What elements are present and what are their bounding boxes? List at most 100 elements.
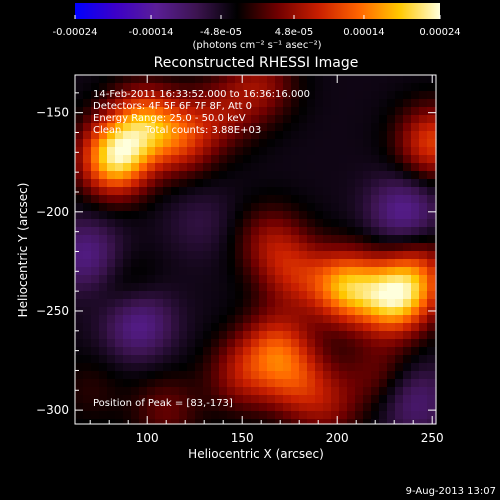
heatmap-cell xyxy=(147,331,156,340)
heatmap-cell xyxy=(171,355,180,364)
heatmap-cell xyxy=(283,411,292,420)
heatmap-cell xyxy=(387,307,396,316)
heatmap-cell xyxy=(283,299,292,308)
heatmap-cell xyxy=(339,259,348,268)
heatmap-cell xyxy=(379,75,388,84)
heatmap-cell xyxy=(291,355,300,364)
heatmap-cell xyxy=(179,291,188,300)
heatmap-cell xyxy=(427,419,436,425)
heatmap-cell xyxy=(331,131,340,140)
heatmap-cell xyxy=(115,339,124,348)
heatmap-cell xyxy=(155,323,164,332)
heatmap-cell xyxy=(403,387,412,396)
heatmap-cell xyxy=(131,315,140,324)
heatmap-cell xyxy=(123,419,132,425)
heatmap-cell xyxy=(203,195,212,204)
heatmap-cell xyxy=(259,267,268,276)
heatmap-cell xyxy=(163,123,172,132)
heatmap-cell xyxy=(115,267,124,276)
heatmap-cell xyxy=(347,299,356,308)
heatmap-cell xyxy=(419,163,428,172)
heatmap-cell xyxy=(107,123,116,132)
heatmap-cell xyxy=(307,259,316,268)
heatmap-cell xyxy=(363,379,372,388)
heatmap-cell xyxy=(291,227,300,236)
heatmap-cell xyxy=(243,155,252,164)
heatmap-cell xyxy=(203,363,212,372)
heatmap-cell xyxy=(75,171,84,180)
heatmap-cell xyxy=(339,99,348,108)
heatmap-cell xyxy=(91,299,100,308)
heatmap-cell xyxy=(107,411,116,420)
heatmap-cell xyxy=(91,219,100,228)
heatmap-cell xyxy=(403,275,412,284)
heatmap-cell xyxy=(371,387,380,396)
heatmap-cell xyxy=(411,411,420,420)
heatmap-cell xyxy=(227,203,236,212)
heatmap-cell xyxy=(371,195,380,204)
heatmap-cell xyxy=(299,243,308,252)
heatmap-cell xyxy=(315,315,324,324)
heatmap-cell xyxy=(323,211,332,220)
heatmap-cell xyxy=(419,99,428,108)
heatmap-cell xyxy=(171,163,180,172)
heatmap-cell xyxy=(155,187,164,196)
heatmap-cell xyxy=(379,331,388,340)
heatmap-cell xyxy=(187,371,196,380)
heatmap-cell xyxy=(339,211,348,220)
heatmap-cell xyxy=(267,187,276,196)
heatmap-cell xyxy=(411,131,420,140)
heatmap-cell xyxy=(307,331,316,340)
heatmap-cell xyxy=(99,195,108,204)
heatmap-cell xyxy=(267,267,276,276)
heatmap-cell xyxy=(419,83,428,92)
heatmap-cell xyxy=(347,371,356,380)
heatmap-cell xyxy=(203,323,212,332)
heatmap-cell xyxy=(243,371,252,380)
heatmap-cell xyxy=(75,91,84,100)
heatmap-cell xyxy=(147,219,156,228)
heatmap-cell xyxy=(323,339,332,348)
heatmap-cell xyxy=(419,307,428,316)
heatmap-cell xyxy=(195,123,204,132)
heatmap-cell xyxy=(251,355,260,364)
heatmap-cell xyxy=(323,299,332,308)
heatmap-cell xyxy=(107,259,116,268)
heatmap-cell xyxy=(75,267,84,276)
heatmap-cell xyxy=(291,99,300,108)
heatmap-cell xyxy=(387,403,396,412)
heatmap-cell xyxy=(363,299,372,308)
heatmap-cell xyxy=(323,251,332,260)
heatmap-cell xyxy=(403,75,412,84)
heatmap-cell xyxy=(123,235,132,244)
heatmap-cell xyxy=(139,339,148,348)
heatmap-cell xyxy=(315,339,324,348)
heatmap-cell xyxy=(347,347,356,356)
heatmap-cell xyxy=(387,243,396,252)
heatmap-cell xyxy=(315,243,324,252)
heatmap-cell xyxy=(339,395,348,404)
heatmap-cell xyxy=(323,155,332,164)
heatmap-cell xyxy=(395,139,404,148)
heatmap-cell xyxy=(163,243,172,252)
heatmap-cell xyxy=(419,387,428,396)
heatmap-cell xyxy=(227,107,236,116)
heatmap-cell xyxy=(179,347,188,356)
heatmap-cell xyxy=(115,363,124,372)
heatmap-cell xyxy=(203,307,212,316)
heatmap-cell xyxy=(203,299,212,308)
heatmap-cell xyxy=(107,251,116,260)
heatmap-cell xyxy=(187,355,196,364)
heatmap-cell xyxy=(347,115,356,124)
heatmap-cell xyxy=(387,227,396,236)
heatmap-cell xyxy=(371,211,380,220)
heatmap-cell xyxy=(243,83,252,92)
heatmap-cell xyxy=(107,347,116,356)
heatmap-cell xyxy=(339,163,348,172)
heatmap-cell xyxy=(395,403,404,412)
heatmap-cell xyxy=(371,395,380,404)
heatmap-cell xyxy=(323,411,332,420)
heatmap-cell xyxy=(147,355,156,364)
heatmap-cell xyxy=(427,235,436,244)
heatmap-cell xyxy=(227,347,236,356)
